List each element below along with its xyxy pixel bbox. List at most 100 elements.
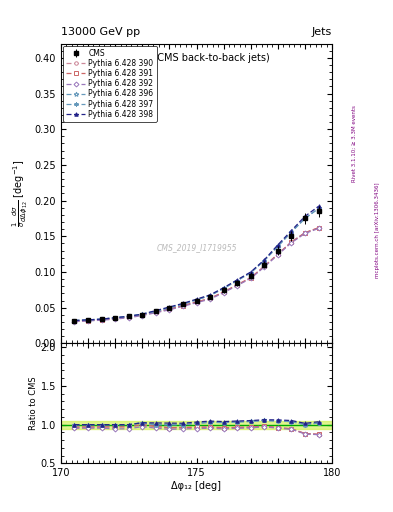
Pythia 6.428 392	[180, 303, 185, 309]
Pythia 6.428 392	[248, 275, 253, 282]
Pythia 6.428 390	[275, 251, 280, 257]
Pythia 6.428 390	[99, 317, 104, 323]
Pythia 6.428 391	[127, 314, 131, 320]
Pythia 6.428 392	[262, 264, 267, 270]
Pythia 6.428 397	[316, 205, 321, 211]
Pythia 6.428 398	[99, 316, 104, 322]
Pythia 6.428 392	[72, 318, 77, 325]
Pythia 6.428 398	[262, 257, 267, 263]
Pythia 6.428 398	[113, 315, 118, 321]
Pythia 6.428 390	[221, 289, 226, 295]
Pythia 6.428 398	[140, 311, 145, 317]
Pythia 6.428 390	[262, 263, 267, 269]
Text: Jets: Jets	[312, 27, 332, 37]
Line: Pythia 6.428 398: Pythia 6.428 398	[73, 205, 320, 322]
Pythia 6.428 397	[153, 308, 158, 314]
Pythia 6.428 392	[208, 296, 213, 302]
Pythia 6.428 391	[235, 282, 240, 288]
Pythia 6.428 390	[167, 306, 172, 312]
Pythia 6.428 396	[99, 316, 104, 322]
Pythia 6.428 392	[194, 300, 199, 306]
Pythia 6.428 398	[248, 269, 253, 275]
Pythia 6.428 397	[262, 258, 267, 264]
Pythia 6.428 391	[208, 295, 213, 302]
Pythia 6.428 390	[72, 318, 77, 324]
Pythia 6.428 392	[275, 252, 280, 258]
Pythia 6.428 398	[275, 242, 280, 248]
Pythia 6.428 398	[235, 277, 240, 283]
Pythia 6.428 397	[221, 285, 226, 291]
Text: Δφ(jj) (CMS back-to-back jets): Δφ(jj) (CMS back-to-back jets)	[124, 53, 269, 62]
Pythia 6.428 390	[140, 312, 145, 318]
Pythia 6.428 396	[140, 311, 145, 317]
Pythia 6.428 390	[248, 274, 253, 281]
Pythia 6.428 397	[208, 292, 213, 298]
Pythia 6.428 390	[194, 299, 199, 305]
Pythia 6.428 397	[99, 316, 104, 322]
Pythia 6.428 397	[140, 311, 145, 317]
Y-axis label: Ratio to CMS: Ratio to CMS	[29, 376, 38, 430]
Pythia 6.428 391	[194, 299, 199, 305]
Pythia 6.428 391	[86, 317, 90, 324]
Line: Pythia 6.428 397: Pythia 6.428 397	[72, 206, 321, 323]
Pythia 6.428 392	[140, 312, 145, 318]
Text: mcplots.cern.ch [arXiv:1306.3436]: mcplots.cern.ch [arXiv:1306.3436]	[375, 183, 380, 278]
Text: Rivet 3.1.10; ≥ 3.3M events: Rivet 3.1.10; ≥ 3.3M events	[352, 105, 357, 182]
Pythia 6.428 396	[167, 305, 172, 311]
Pythia 6.428 398	[194, 296, 199, 302]
Pythia 6.428 392	[167, 307, 172, 313]
Pythia 6.428 391	[180, 303, 185, 309]
Pythia 6.428 397	[86, 317, 90, 323]
Text: CMS_2019_I1719955: CMS_2019_I1719955	[156, 243, 237, 252]
Pythia 6.428 392	[113, 316, 118, 322]
Pythia 6.428 390	[113, 315, 118, 322]
Pythia 6.428 397	[180, 301, 185, 307]
Pythia 6.428 390	[235, 282, 240, 288]
Pythia 6.428 396	[316, 205, 321, 211]
Pythia 6.428 396	[194, 297, 199, 303]
Pythia 6.428 392	[153, 310, 158, 316]
Pythia 6.428 396	[262, 258, 267, 264]
Pythia 6.428 398	[180, 301, 185, 307]
Bar	[61, 421, 332, 429]
Pythia 6.428 391	[153, 309, 158, 315]
Pythia 6.428 392	[221, 290, 226, 296]
Pythia 6.428 396	[248, 270, 253, 276]
Line: Pythia 6.428 390: Pythia 6.428 390	[73, 226, 320, 323]
Pythia 6.428 391	[72, 318, 77, 324]
Pythia 6.428 396	[113, 315, 118, 321]
Pythia 6.428 391	[262, 263, 267, 269]
Pythia 6.428 398	[72, 317, 77, 324]
Pythia 6.428 396	[127, 313, 131, 319]
Pythia 6.428 398	[86, 317, 90, 323]
Pythia 6.428 390	[153, 309, 158, 315]
Pythia 6.428 390	[316, 225, 321, 231]
Pythia 6.428 396	[72, 317, 77, 324]
Pythia 6.428 396	[208, 292, 213, 298]
Pythia 6.428 391	[275, 251, 280, 257]
Line: Pythia 6.428 391: Pythia 6.428 391	[73, 226, 320, 323]
Pythia 6.428 391	[248, 274, 253, 281]
Pythia 6.428 392	[289, 240, 294, 246]
Pythia 6.428 390	[289, 239, 294, 245]
Pythia 6.428 391	[303, 230, 307, 236]
Pythia 6.428 396	[153, 308, 158, 314]
Pythia 6.428 397	[235, 278, 240, 284]
Pythia 6.428 391	[289, 239, 294, 245]
X-axis label: Δφ₁₂ [deg]: Δφ₁₂ [deg]	[171, 481, 222, 491]
Pythia 6.428 391	[113, 315, 118, 322]
Pythia 6.428 396	[289, 229, 294, 235]
Pythia 6.428 392	[303, 230, 307, 237]
Pythia 6.428 397	[127, 313, 131, 319]
Pythia 6.428 397	[289, 229, 294, 235]
Pythia 6.428 397	[248, 270, 253, 276]
Pythia 6.428 397	[275, 243, 280, 249]
Pythia 6.428 391	[99, 317, 104, 323]
Pythia 6.428 398	[167, 304, 172, 310]
Pythia 6.428 391	[221, 289, 226, 295]
Pythia 6.428 398	[127, 313, 131, 319]
Pythia 6.428 390	[127, 314, 131, 320]
Pythia 6.428 392	[316, 225, 321, 231]
Pythia 6.428 398	[316, 203, 321, 209]
Pythia 6.428 397	[167, 305, 172, 311]
